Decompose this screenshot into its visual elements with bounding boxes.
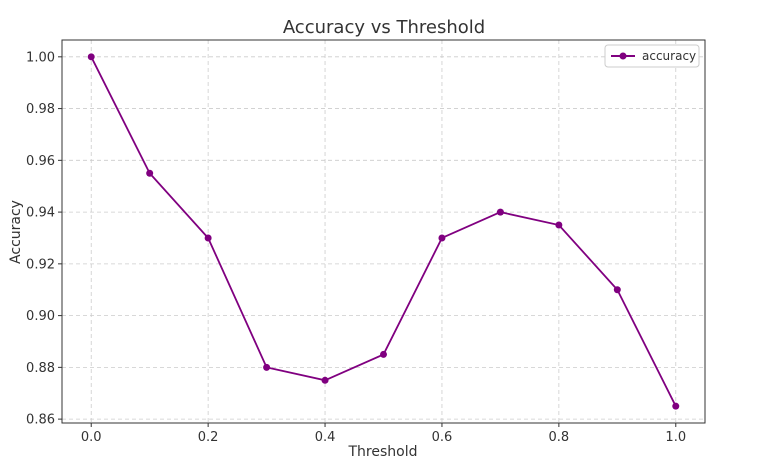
legend: accuracy	[604, 44, 700, 68]
x-tick-label: 0.0	[81, 430, 102, 445]
legend-label-accuracy: accuracy	[642, 49, 696, 63]
x-tick-label: 0.2	[198, 430, 219, 445]
x-tick-label: 0.8	[549, 430, 570, 445]
y-axis-label: Accuracy	[8, 200, 24, 264]
grid-lines	[62, 40, 705, 423]
y-tick-label: 1.00	[26, 50, 55, 65]
legend-point-marker	[619, 52, 627, 60]
x-tick-label: 0.4	[315, 430, 336, 445]
y-tick-label: 0.96	[26, 154, 55, 169]
y-axis: 0.86 0.88 0.90 0.92 0.94 0.96 0.98 1.00	[26, 50, 62, 428]
data-point	[263, 363, 271, 371]
legend-box	[604, 44, 700, 68]
y-tick-label: 0.94	[26, 206, 55, 221]
data-point	[438, 234, 446, 242]
data-point	[321, 376, 329, 384]
chart-title: Accuracy vs Threshold	[283, 17, 485, 38]
data-point	[496, 208, 504, 216]
data-point	[613, 286, 621, 294]
data-point	[87, 53, 95, 61]
y-tick-label: 0.92	[26, 257, 55, 272]
x-axis-label: Threshold	[348, 444, 418, 460]
x-tick-label: 1.0	[665, 430, 686, 445]
data-point	[146, 169, 154, 177]
y-tick-label: 0.86	[26, 413, 55, 428]
data-point	[672, 402, 680, 410]
series-layer	[87, 53, 680, 410]
x-tick-label: 0.6	[432, 430, 453, 445]
plot-frame	[61, 39, 706, 424]
x-axis: 0.0 0.2 0.4 0.6 0.8 1.0	[81, 423, 686, 445]
y-tick-label: 0.88	[26, 361, 55, 376]
data-point	[204, 234, 212, 242]
data-point	[380, 350, 387, 358]
y-tick-label: 0.98	[26, 102, 55, 117]
data-point	[555, 221, 563, 229]
y-tick-label: 0.90	[26, 309, 55, 324]
